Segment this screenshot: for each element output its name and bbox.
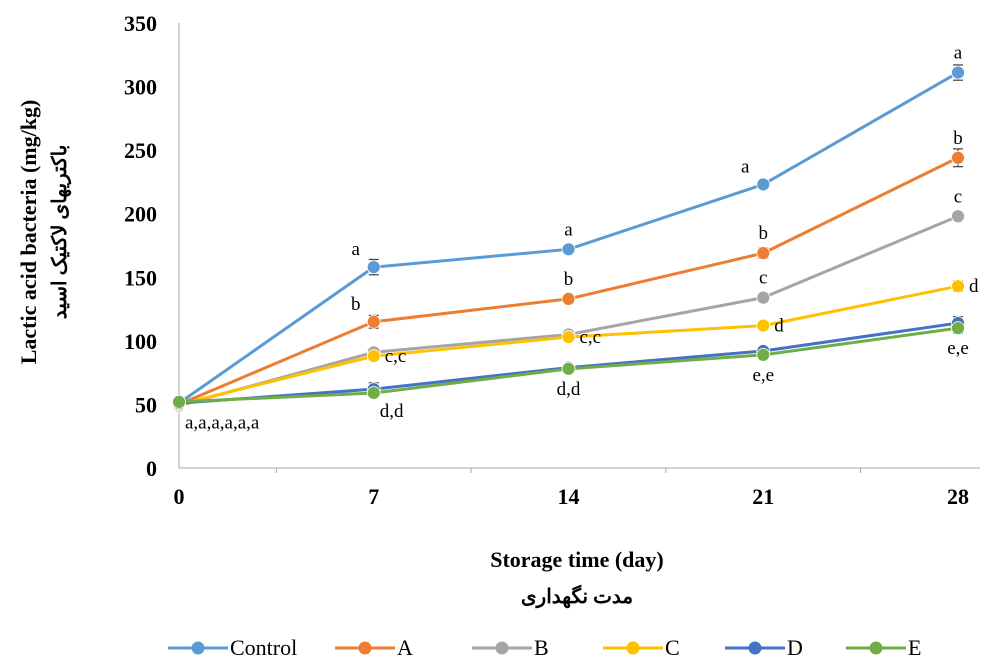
- legend-marker: [626, 641, 640, 655]
- data-point: [561, 291, 576, 306]
- legend-label: A: [397, 635, 413, 660]
- y-tick-labels: 0 50 100 150 200 250 300 350: [124, 11, 157, 481]
- x-ticks: [275, 468, 862, 473]
- significance-label: a: [564, 219, 573, 240]
- significance-label: d: [969, 276, 979, 297]
- data-point: [951, 150, 965, 165]
- x-axis-title: Storage time (day): [490, 547, 664, 572]
- legend-item-control: Control: [168, 635, 297, 660]
- significance-label: c,c: [385, 346, 407, 367]
- x-tick-label: 21: [752, 484, 774, 509]
- significance-label: b: [564, 269, 574, 290]
- legend-item-c: C: [603, 635, 680, 660]
- x-axis-title-secondary: مدت نگهداری: [521, 584, 633, 609]
- x-tick-label: 0: [174, 484, 185, 509]
- legend-marker: [495, 641, 509, 655]
- legend-label: B: [534, 635, 549, 660]
- legend-item-d: D: [725, 635, 803, 660]
- data-point: [756, 290, 771, 305]
- data-point: [951, 279, 965, 294]
- x-tick-label: 14: [558, 484, 580, 509]
- significance-label: e,e: [947, 338, 969, 359]
- legend-label: Control: [230, 635, 297, 660]
- significance-label: d: [774, 316, 784, 337]
- data-point: [756, 246, 771, 261]
- data-point: [756, 318, 771, 333]
- legend-label: E: [908, 635, 921, 660]
- y-axis-title: Lactic acid bacteria (mg/kg): [16, 100, 41, 365]
- significance-label: b: [351, 294, 361, 315]
- axes: 0 50 100 150 200 250 300 350 0 7 14 21 28: [124, 11, 980, 509]
- data-point: [561, 330, 576, 344]
- legend-marker: [748, 641, 762, 655]
- significance-label: d,d: [380, 401, 404, 422]
- data-point: [561, 361, 576, 376]
- legend-label: C: [665, 635, 680, 660]
- legend-item-a: A: [335, 635, 413, 660]
- significance-label: a: [741, 156, 750, 177]
- y-tick-label: 250: [124, 138, 157, 163]
- data-point: [951, 65, 965, 80]
- data-point: [756, 347, 771, 362]
- significance-label: b: [953, 128, 963, 149]
- y-tick-label: 50: [135, 392, 157, 417]
- legend: Control A B C D E: [168, 635, 921, 660]
- data-point: [172, 394, 186, 409]
- legend-item-e: E: [846, 635, 921, 660]
- x-tick-label: 28: [947, 484, 969, 509]
- legend-item-b: B: [472, 635, 549, 660]
- significance-label: a,a,a,a,a,a: [185, 412, 260, 433]
- legend-label: D: [787, 635, 803, 660]
- y-tick-label: 200: [124, 202, 157, 227]
- significance-label: e,e: [752, 365, 774, 386]
- data-point: [366, 349, 381, 364]
- data-point: [366, 386, 381, 400]
- legend-marker: [191, 641, 205, 655]
- series-e: [172, 321, 965, 409]
- annotation-layer: a a a a b b b b c c d d c,c c,c d,d d,d e,e e,e a,a,a,a,a,…: [185, 43, 979, 434]
- series-c: [172, 279, 965, 412]
- data-point: [366, 260, 381, 275]
- significance-label: a: [954, 43, 963, 64]
- legend-marker: [358, 641, 372, 655]
- y-tick-label: 300: [124, 75, 157, 100]
- x-tick-label: 7: [368, 484, 379, 509]
- significance-label: a: [352, 239, 361, 260]
- x-tick-labels: 0 7 14 21 28: [174, 484, 970, 509]
- y-tick-label: 100: [124, 329, 157, 354]
- significance-label: c: [759, 268, 767, 289]
- data-point: [561, 242, 576, 257]
- y-tick-label: 150: [124, 265, 157, 290]
- y-axis-title-secondary: باکتریهای لاکتیک اسید: [49, 145, 72, 320]
- y-tick-label: 350: [124, 11, 157, 36]
- legend-marker: [869, 641, 883, 655]
- series-layer: [172, 64, 965, 413]
- data-point: [756, 177, 771, 192]
- y-tick-label: 0: [146, 456, 157, 481]
- significance-label: c,c: [580, 327, 602, 348]
- significance-label: c: [954, 186, 962, 207]
- significance-label: b: [759, 223, 769, 244]
- data-point: [366, 314, 381, 329]
- significance-label: d,d: [557, 379, 581, 400]
- data-point: [951, 321, 965, 336]
- data-point: [951, 209, 965, 224]
